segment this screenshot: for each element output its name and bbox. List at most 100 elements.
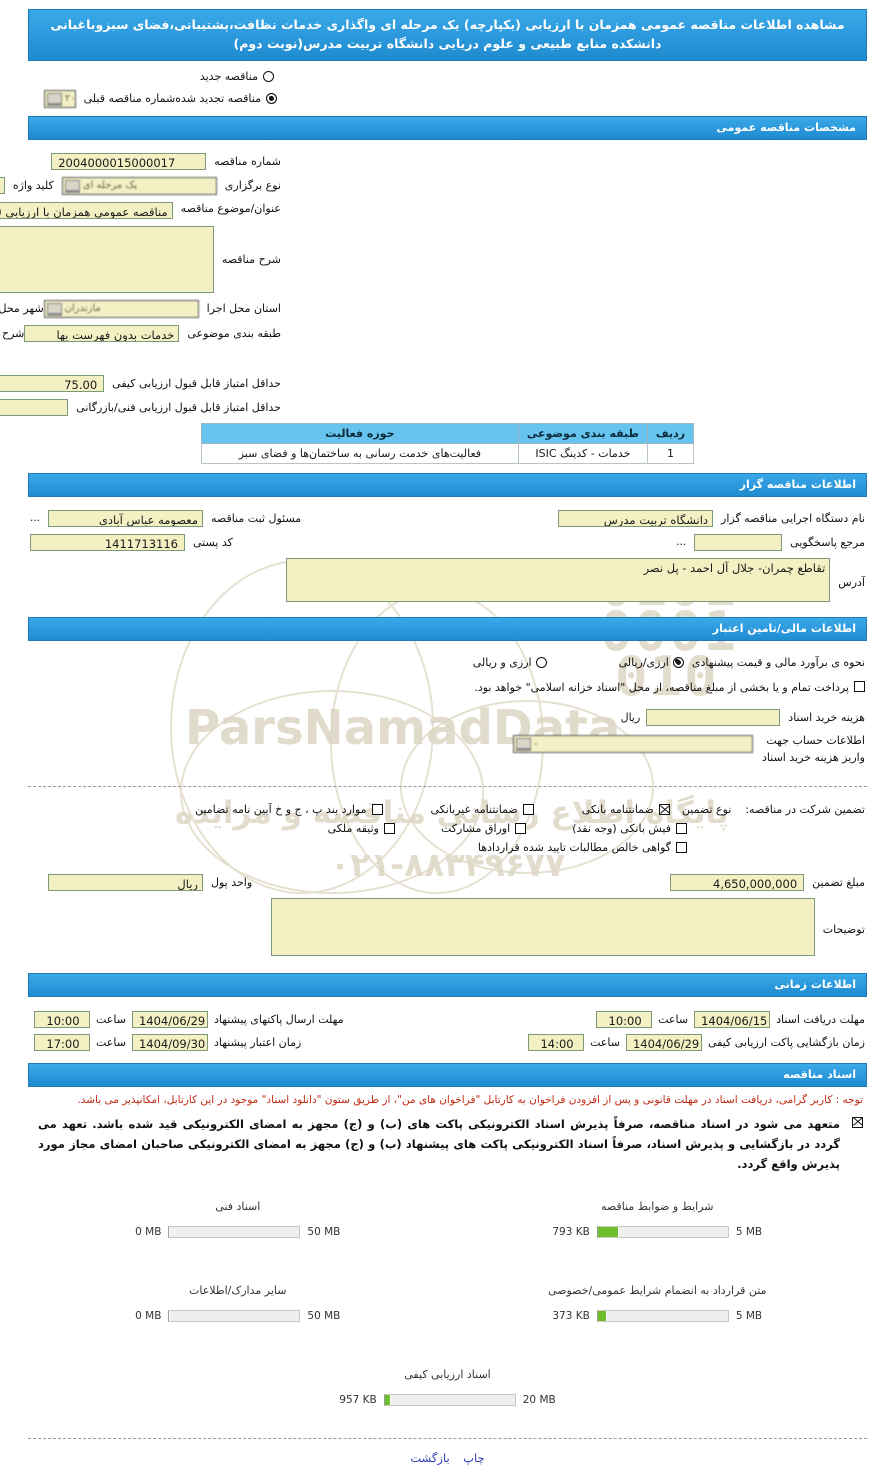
divider — [28, 786, 867, 788]
answer-authority-label: مرجع پاسخگویی — [790, 535, 865, 549]
radio-currency-rial[interactable] — [672, 656, 684, 668]
province-select[interactable]: مازندران — [43, 299, 199, 318]
guarantee-amount-field[interactable]: 4,650,000,000 — [670, 874, 805, 892]
radio-currency-fx-rial[interactable] — [535, 656, 547, 668]
currency-unit-field[interactable]: ریال — [48, 874, 203, 892]
tender-subject-field[interactable]: مناقصه عمومی همزمان با ارزیابی (یکپارچه)… — [0, 201, 173, 219]
document-cost-label: هزینه خرید اسناد — [788, 711, 865, 725]
upload-qualification-documents-bar — [383, 1394, 516, 1407]
upload-terms-conditions-title: شرایط و ضوابط مناقصه — [601, 1200, 714, 1214]
classification-table: ردیف طبقه بندی موضوعی حوزه فعالیت 1 خدما… — [200, 422, 695, 464]
checkbox-regulation-clauses[interactable] — [371, 804, 383, 816]
checkbox-net-receivables-certificate[interactable] — [676, 842, 687, 854]
footer-actions: چاپ بازگشت — [28, 1451, 867, 1481]
checkbox-bank-guarantee[interactable] — [658, 804, 670, 816]
upload-qualification-documents: اسناد ارزیابی کیفی 957 KB 20 MB — [28, 1368, 867, 1407]
upload-contract-text: متن قرارداد به انضمام شرایط عمومی/خصوصی … — [448, 1284, 868, 1323]
tender-number-field[interactable]: 2004000015000017 — [51, 152, 207, 170]
upload-technical-documents-used: 0 MB — [135, 1226, 162, 1239]
section-documents-title: اسناد مناقصه — [28, 1063, 867, 1088]
cell-activity: فعالیت‌های خدمت رسانی به ساختمان‌ها و فض… — [200, 442, 519, 464]
upload-technical-documents-title: اسناد فنی — [215, 1200, 261, 1214]
radio-currency-rial-label: ارزی/ریالی — [618, 655, 669, 669]
checkbox-participation-bonds[interactable] — [515, 823, 527, 835]
currency-unit-label: واحد پول — [211, 876, 253, 890]
keyword-field[interactable] — [0, 177, 5, 195]
proposal-submission-deadline-time[interactable]: 10:00 — [34, 1011, 90, 1029]
tender-description-textarea[interactable] — [0, 225, 214, 293]
checkbox-bank-receipt[interactable] — [676, 823, 687, 835]
address-textarea[interactable]: تقاطع چمران- جلال آل احمد - پل نصر — [286, 557, 831, 602]
min-technical-score-field[interactable] — [0, 398, 69, 416]
back-button[interactable]: بازگشت — [410, 1451, 450, 1466]
section-time-title: اطلاعات زمانی — [28, 973, 867, 998]
radio-currency-fx-rial-label: ارزی و ریالی — [472, 655, 532, 669]
tender-subject-label: عنوان/موضوع مناقصه — [180, 201, 281, 215]
upload-terms-conditions: شرایط و ضوابط مناقصه 793 KB 5 MB — [448, 1200, 868, 1239]
tender-number-label: شماره مناقصه — [214, 154, 281, 168]
participation-guarantee-label: تضمین شرکت در مناقصه: — [745, 803, 865, 817]
deposit-account-label: اطلاعات حساب جهت واریز هزینه خرید اسناد — [762, 734, 865, 764]
upload-contract-text-used: 373 KB — [552, 1310, 590, 1323]
hour-label-1: ساعت — [658, 1013, 689, 1027]
doc-receipt-deadline-label: مهلت دریافت اسناد — [776, 1013, 865, 1027]
qualification-opening-time[interactable]: 14:00 — [528, 1034, 585, 1052]
holding-type-select[interactable]: یک مرحله ای — [61, 176, 217, 195]
proposal-validity-date[interactable]: 1404/09/30 — [131, 1034, 208, 1052]
electronic-signature-pledge-text: متعهد می شود در اسناد مناقصه، صرفاً پذیر… — [38, 1116, 840, 1171]
document-cost-currency-label: ریال — [620, 711, 641, 725]
checkbox-electronic-signature-pledge[interactable] — [852, 1116, 863, 1128]
upload-qualification-documents-title: اسناد ارزیابی کیفی — [404, 1368, 491, 1382]
print-button[interactable]: چاپ — [463, 1451, 485, 1466]
guarantee-type-label: نوع تضمین — [681, 803, 732, 817]
guarantee-notes-label: توضیحات — [822, 923, 865, 937]
deposit-account-select[interactable]: - — [513, 735, 753, 754]
radio-renewed-tender-label: مناقصه تجدید شده — [175, 92, 261, 106]
holding-type-label: نوع برگزاری — [224, 179, 281, 193]
answer-authority-field[interactable] — [694, 533, 783, 551]
hour-label-2: ساعت — [96, 1013, 126, 1027]
uploads-grid: اسناد فنی 0 MB 50 MB شرایط و ضوابط مناقص… — [28, 1200, 868, 1323]
cell-row-no: 1 — [646, 442, 695, 464]
radio-renewed-tender[interactable] — [266, 93, 277, 105]
estimate-method-label: نحوه ی برآورد مالی و قیمت پیشنهادی — [691, 655, 865, 669]
document-cost-field[interactable] — [646, 709, 781, 727]
radio-new-tender[interactable] — [263, 70, 274, 82]
activity-scope-label: شرح کلی حوزه فعالیت — [0, 326, 25, 340]
registrar-more-button[interactable]: ... — [30, 512, 41, 525]
upload-other-documents-used: 0 MB — [135, 1310, 162, 1323]
answer-authority-more-button[interactable]: ... — [676, 536, 687, 549]
doc-receipt-deadline-time[interactable]: 10:00 — [596, 1011, 653, 1029]
previous-tender-number-label: شماره مناقصه قبلی — [83, 92, 176, 106]
previous-tender-number-select[interactable]: ۲۰۰۴۰۰۰۰۱۵۰۰۰۰۱۶ — [44, 89, 76, 108]
section-organizer-title: اطلاعات مناقصه گزار — [28, 472, 867, 497]
checkbox-islamic-treasury[interactable] — [854, 680, 865, 692]
documents-notice: توجه : کاربر گرامی، دریافت اسناد در مهلت… — [77, 1094, 863, 1107]
qualification-opening-date[interactable]: 1404/06/29 — [625, 1034, 702, 1052]
proposal-validity-time[interactable]: 17:00 — [34, 1034, 90, 1052]
organizer-name-label: نام دستگاه اجرایی مناقصه گزار — [721, 511, 865, 525]
guarantee-amount-label: مبلغ تضمین — [812, 876, 865, 890]
upload-other-documents-title: سایر مدارک/اطلاعات — [189, 1284, 287, 1298]
checkbox-regulation-clauses-label: موارد بند پ ، ج و خ آیین نامه تضامین — [195, 803, 367, 817]
upload-contract-text-max: 5 MB — [735, 1310, 763, 1323]
checkbox-participation-bonds-label: اوراق مشارکت — [441, 822, 511, 836]
min-qualification-score-label: حداقل امتیاز قابل قبول ارزیابی کیفی — [112, 376, 281, 390]
doc-receipt-deadline-date[interactable]: 1404/06/15 — [694, 1011, 771, 1029]
page-title-line1: مشاهده اطلاعات مناقصه عمومی همزمان با ار… — [50, 17, 845, 32]
min-qualification-score-field[interactable]: 75.00 — [0, 374, 105, 392]
organizer-name-field[interactable]: دانشگاه تربیت مدرس — [558, 509, 714, 527]
column-row-no: ردیف — [646, 422, 695, 444]
checkbox-islamic-treasury-label: پرداخت تمام و یا بخشی از مبلغ مناقصه، از… — [474, 680, 849, 694]
classification-field[interactable]: خدمات بدون فهرست بها — [24, 324, 180, 342]
checkbox-property-collateral[interactable] — [384, 823, 395, 835]
guarantee-notes-textarea[interactable] — [270, 898, 815, 957]
registrar-field[interactable]: معصومه عباس آبادی — [48, 509, 204, 527]
postal-code-field[interactable]: 1411713116 — [30, 533, 185, 551]
checkbox-property-collateral-label: وثیقه ملکی — [327, 822, 379, 836]
cell-classification: خدمات - کدینگ ISIC — [517, 442, 648, 464]
proposal-submission-deadline-date[interactable]: 1404/06/29 — [131, 1011, 208, 1029]
checkbox-nonbank-guarantee[interactable] — [522, 804, 534, 816]
checkbox-net-receivables-certificate-label: گواهی خالص مطالبات تایید شده قراردادها — [477, 841, 671, 855]
classification-label: طبقه بندی موضوعی — [187, 326, 281, 340]
